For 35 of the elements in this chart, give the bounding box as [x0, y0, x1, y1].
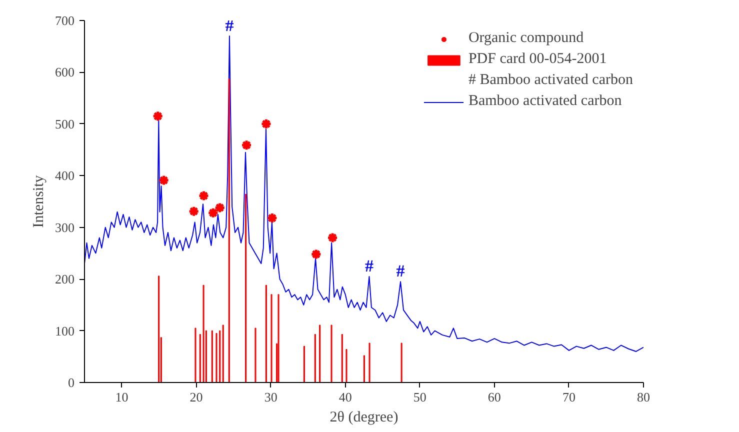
legend-label: Bamboo activated carbon — [468, 93, 622, 110]
y-axis-title: Intensity — [31, 174, 47, 228]
x-tick-label: 10 — [115, 390, 128, 404]
point — [207, 207, 219, 219]
point — [260, 118, 272, 130]
x-tick-label: 40 — [338, 390, 352, 404]
x-tick-label: 70 — [562, 390, 576, 404]
y-tick-label: 200 — [55, 272, 74, 287]
x-tick-label: 30 — [264, 390, 278, 404]
point — [158, 174, 170, 186]
legend-label: Organic compound — [468, 30, 584, 47]
point — [240, 139, 252, 151]
point — [214, 202, 226, 214]
point — [266, 212, 278, 224]
annotation: # — [396, 262, 406, 281]
x-tick-label: 50 — [413, 390, 426, 404]
y-tick-label: 600 — [55, 64, 74, 80]
x-axis-title: 2θ (degree) — [330, 410, 398, 426]
point — [310, 248, 322, 260]
x-tick-label: 80 — [637, 390, 650, 404]
legend-label: PDF card 00-054-2001 — [468, 51, 607, 68]
point — [326, 232, 338, 244]
y-tick-label: 100 — [55, 323, 74, 338]
y-tick-label: 500 — [55, 116, 74, 132]
point — [152, 110, 164, 122]
x-tick-label: 20 — [190, 390, 203, 404]
y-tick-label: 700 — [55, 13, 74, 28]
y-tick-label: 300 — [55, 220, 74, 235]
point — [198, 190, 210, 202]
annotation: # Bamboo activated carbon — [468, 72, 633, 89]
y-tick-label: 400 — [55, 168, 74, 184]
x-tick-label: 60 — [488, 390, 501, 404]
annotation: # — [364, 256, 374, 276]
y-tick-label: 0 — [68, 375, 74, 390]
point — [188, 206, 200, 218]
